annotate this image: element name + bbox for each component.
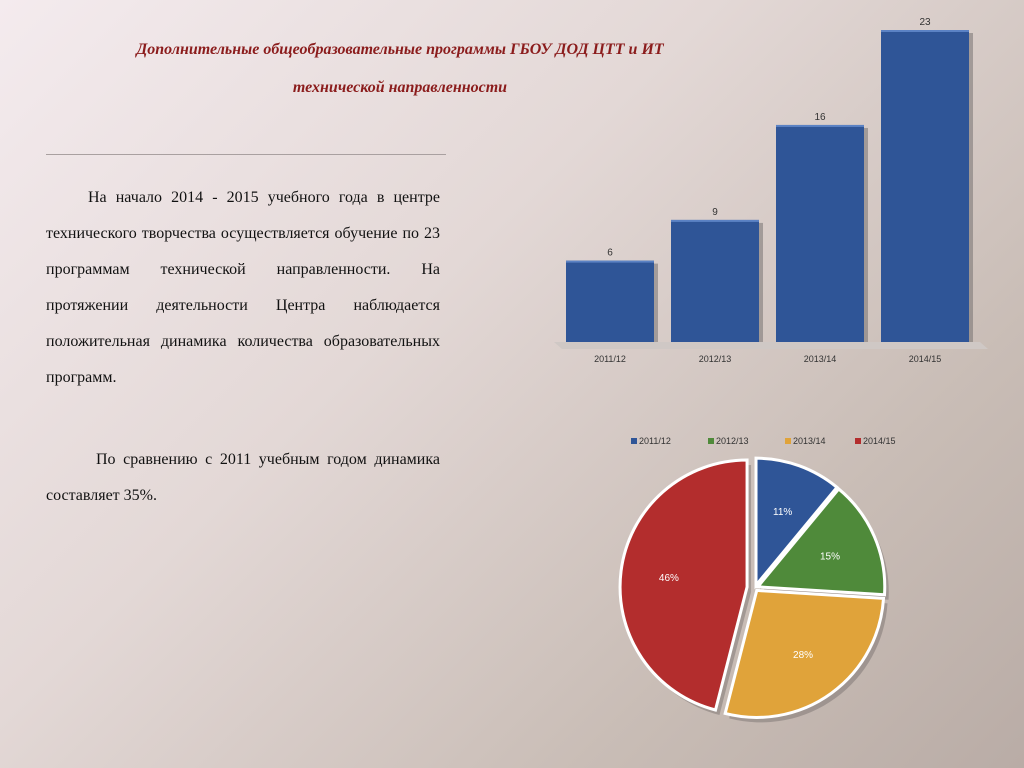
- pie-data-label: 46%: [659, 573, 679, 584]
- bar-chart: 6 2011/12 9 2012/13 16 2013/14 23 2014/15: [554, 17, 988, 364]
- bar-category-label: 2013/14: [804, 354, 837, 364]
- bar-category-label: 2012/13: [699, 354, 732, 364]
- pie-slice-2011/12: [754, 456, 840, 590]
- body-paragraph-1: На начало 2014 - 2015 учебного года в це…: [46, 189, 440, 386]
- title-divider: [46, 154, 446, 155]
- bar-top-highlight: [671, 219, 759, 222]
- bar-top-highlight: [566, 260, 654, 263]
- bar-data-label: 23: [919, 17, 931, 28]
- legend-label: 2013/14: [793, 436, 826, 446]
- bar-2012/13: [671, 219, 759, 342]
- legend-label: 2014/15: [863, 436, 896, 446]
- pie-slice-2012/13: [754, 486, 887, 597]
- bar-2011/12: [566, 260, 654, 342]
- page-title: Дополнительные общеобразовательные прогр…: [136, 41, 664, 58]
- bar-data-label: 9: [712, 207, 718, 218]
- legend-label: 2012/13: [716, 436, 749, 446]
- legend-swatch: [631, 438, 637, 444]
- pie-slice-2014/15: [618, 458, 749, 712]
- legend-swatch: [708, 438, 714, 444]
- pie-data-label: 11%: [773, 507, 792, 518]
- pie-data-label: 15%: [820, 552, 840, 563]
- bar-data-label: 6: [607, 248, 613, 259]
- pie-chart: 2011/12 2012/13 2013/14 2014/15 11% 15% 28% 46%: [618, 436, 896, 723]
- bar-top-highlight: [776, 124, 864, 127]
- legend-label: 2011/12: [639, 436, 671, 446]
- bar-chart-floor: [554, 342, 988, 349]
- body-paragraph-2: По сравнению с 2011 учебным годом динами…: [46, 451, 440, 504]
- bar-data-label: 16: [814, 112, 826, 123]
- pie-data-label: 28%: [793, 650, 813, 661]
- bar-top-highlight: [881, 30, 969, 32]
- page-subtitle: технической направленности: [292, 79, 508, 96]
- bar-2014/15: [881, 30, 969, 342]
- bar-category-label: 2014/15: [909, 354, 942, 364]
- bar-category-label: 2011/12: [594, 354, 626, 364]
- bar-2013/14: [776, 124, 864, 343]
- pie-slice-2013/14: [723, 588, 886, 719]
- legend-swatch: [785, 438, 791, 444]
- legend-swatch: [855, 438, 861, 444]
